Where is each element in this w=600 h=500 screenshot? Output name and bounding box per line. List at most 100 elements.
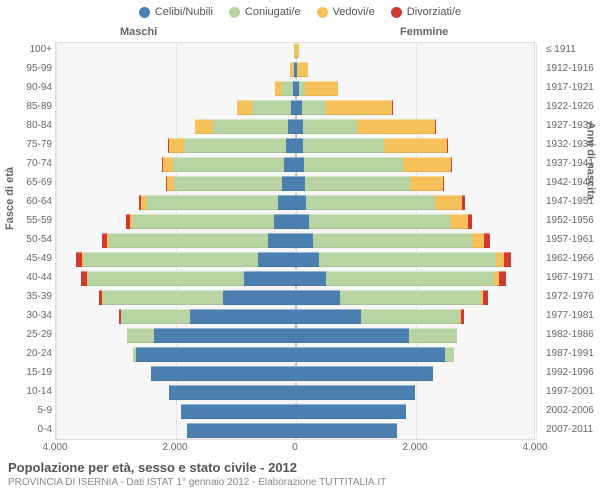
segment-cel [295, 195, 306, 210]
y-right-tick: 2002-2006 [546, 405, 600, 416]
y-left-tick: 65-69 [2, 177, 52, 188]
population-pyramid-chart: Celibi/Nubili Coniugati/e Vedovi/e Divorzia… [0, 0, 600, 500]
y-right-tick: 1972-1976 [546, 291, 600, 302]
segment-ved [237, 100, 252, 115]
segment-cel [295, 385, 415, 400]
legend: Celibi/Nubili Coniugati/e Vedovi/e Divorzia… [0, 0, 600, 20]
segment-con [306, 195, 435, 210]
y-right-tick: 1912-1916 [546, 63, 600, 74]
segment-con [109, 233, 268, 248]
segment-cel [190, 309, 295, 324]
bar-female [295, 176, 444, 191]
pyramid-row [56, 62, 534, 77]
segment-con [103, 290, 223, 305]
segment-con [326, 271, 494, 286]
segment-cel [268, 233, 295, 248]
bar-male [168, 138, 295, 153]
pyramid-row [56, 309, 534, 324]
segment-cel [295, 404, 406, 419]
segment-con [305, 176, 410, 191]
segment-cel [295, 252, 319, 267]
pyramid-row [56, 119, 534, 134]
segment-con [409, 328, 457, 343]
y-right-tick: 1952-1956 [546, 215, 600, 226]
bar-female [295, 157, 452, 172]
bar-female [295, 404, 406, 419]
bar-male [162, 157, 295, 172]
legend-label: Celibi/Nubili [155, 6, 213, 18]
segment-cel [274, 214, 295, 229]
x-tick: 4.000 [522, 442, 547, 453]
bar-female [295, 366, 433, 381]
segment-cel [295, 214, 309, 229]
bar-female [295, 233, 490, 248]
y-left-tick: 90-94 [2, 82, 52, 93]
segment-div [435, 119, 436, 134]
y-right-tick: 1957-1961 [546, 234, 600, 245]
segment-cel [258, 252, 295, 267]
y-left-tick: 40-44 [2, 272, 52, 283]
y-right-tick: 1997-2001 [546, 386, 600, 397]
segment-ved [163, 157, 173, 172]
segment-cel [295, 366, 433, 381]
bar-female [295, 62, 308, 77]
pyramid-row [56, 138, 534, 153]
pyramid-row [56, 385, 534, 400]
pyramid-row [56, 214, 534, 229]
pyramid-row [56, 43, 534, 58]
segment-con [340, 290, 481, 305]
segment-cel [151, 366, 295, 381]
bar-male [187, 423, 295, 438]
segment-div [504, 252, 511, 267]
segment-div [443, 176, 445, 191]
segment-con [252, 100, 291, 115]
segment-cel [295, 119, 303, 134]
pyramid-row [56, 233, 534, 248]
segment-cel [154, 328, 295, 343]
bar-male [127, 328, 295, 343]
x-tick: 2.000 [402, 442, 427, 453]
segment-con [282, 81, 293, 96]
segment-con [173, 157, 284, 172]
segment-div [499, 271, 506, 286]
pyramid-row [56, 157, 534, 172]
pyramid-row [56, 195, 534, 210]
bar-female [295, 271, 506, 286]
legend-swatch [139, 7, 150, 18]
y-left-tick: 85-89 [2, 101, 52, 112]
segment-cel [288, 119, 295, 134]
bar-male [126, 214, 295, 229]
bar-female [295, 81, 338, 96]
y-right-tick: 1982-1986 [546, 329, 600, 340]
segment-con [88, 271, 244, 286]
bar-male [169, 385, 295, 400]
x-tick: 4.000 [42, 442, 67, 453]
bar-female [295, 309, 464, 324]
y-left-tick: 70-74 [2, 158, 52, 169]
segment-div [451, 157, 452, 172]
legend-label: Coniugati/e [245, 6, 301, 18]
segment-cel [286, 138, 295, 153]
segment-ved [167, 176, 174, 191]
segment-ved [297, 62, 308, 77]
segment-cel [136, 347, 295, 362]
pyramid-row [56, 290, 534, 305]
chart-title: Popolazione per età, sesso e stato civil… [8, 460, 386, 475]
pyramid-row [56, 328, 534, 343]
legend-item: Vedovi/e [317, 6, 375, 18]
bar-female [295, 119, 435, 134]
pyramid-row [56, 100, 534, 115]
legend-item: Divorziati/e [391, 6, 461, 18]
segment-cel [295, 138, 303, 153]
segment-con [304, 157, 403, 172]
y-right-tick: 1992-1996 [546, 367, 600, 378]
segment-con [133, 214, 274, 229]
segment-cel [223, 290, 295, 305]
bar-male [102, 233, 295, 248]
pyramid-row [56, 404, 534, 419]
bar-male [181, 404, 295, 419]
segment-con [121, 309, 190, 324]
segment-cel [278, 195, 295, 210]
segment-ved [384, 138, 447, 153]
segment-cel [295, 347, 445, 362]
